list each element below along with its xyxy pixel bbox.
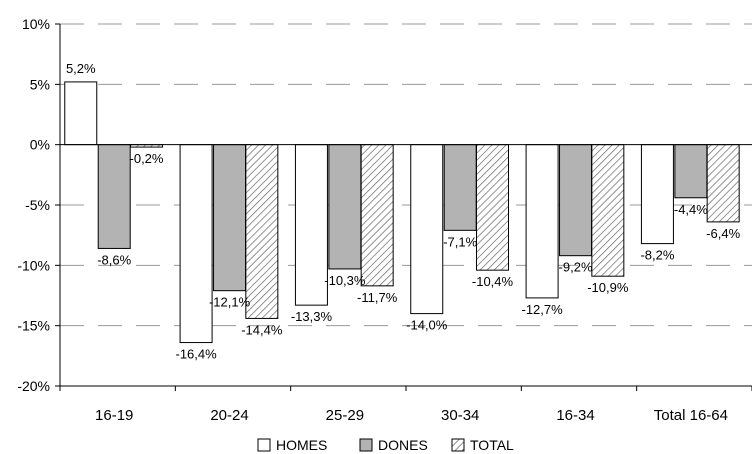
data-label: -7,1%: [443, 234, 477, 249]
bar-dones: [443, 144, 477, 231]
data-label: -14,4%: [241, 322, 283, 337]
data-label: -13,3%: [291, 309, 333, 324]
bar-dones: [328, 144, 362, 270]
x-category-label: 20-24: [210, 407, 248, 424]
data-labels: 5,2% -16,4% -13,3% -14,0% -12,7% -8,2% -8,6% -1…: [66, 61, 741, 362]
y-tick-label: -10%: [17, 257, 50, 273]
data-label: -8,6%: [97, 252, 131, 267]
y-tick-label: 0%: [30, 137, 50, 153]
bar-dones: [559, 144, 593, 257]
data-label: -4,4%: [674, 202, 708, 217]
gridlines: [60, 23, 752, 327]
x-category-label: 25-29: [326, 407, 364, 424]
bar-total: [591, 144, 625, 277]
bar-homes: [64, 81, 98, 146]
data-label: -10,3%: [324, 273, 366, 288]
bar-total: [706, 144, 740, 223]
data-label: -12,1%: [209, 295, 251, 310]
data-label: -8,2%: [640, 248, 674, 263]
y-tick-label: -20%: [17, 378, 50, 394]
bar-total: [476, 144, 509, 271]
bar-homes: [525, 144, 559, 299]
data-label: -0,2%: [130, 151, 164, 166]
bar-homes: [294, 144, 328, 306]
bar-dones: [674, 144, 708, 199]
legend-label-homes: HOMES: [276, 437, 327, 453]
y-tick-label: 10%: [22, 16, 50, 32]
x-category-label: 30-34: [441, 407, 479, 424]
data-label: -16,4%: [175, 347, 217, 362]
x-category-label: 16-34: [556, 407, 594, 424]
legend-label-total: TOTAL: [470, 437, 514, 453]
legend-swatch-total: [451, 438, 465, 452]
y-tick-label: -15%: [17, 318, 50, 334]
axes: 10% 5% 0% -5% -10% -15% -20% 16-19 20-24 25-29 30-…: [17, 16, 752, 424]
bar-dones: [97, 144, 131, 249]
data-label: -14,0%: [406, 318, 448, 333]
legend-label-dones: DONES: [378, 437, 428, 453]
bar-total: [245, 144, 279, 319]
y-tick-label: -5%: [25, 197, 50, 213]
data-label: 5,2%: [66, 61, 96, 76]
data-label: -11,7%: [357, 290, 398, 305]
data-label: -9,2%: [559, 260, 593, 275]
bar-homes: [640, 144, 674, 245]
bar-homes: [179, 144, 213, 344]
x-category-label: Total 16-64: [654, 407, 728, 424]
data-label: -10,4%: [472, 274, 514, 289]
bars: [64, 81, 740, 344]
y-tick-label: 5%: [30, 76, 50, 92]
bar-homes: [410, 144, 444, 315]
legend: HOMES DONES TOTAL: [257, 437, 514, 453]
data-label: -12,7%: [521, 302, 563, 317]
data-label: -6,4%: [706, 226, 740, 241]
x-category-label: 16-19: [95, 407, 133, 424]
bar-total: [360, 144, 394, 287]
bar-dones: [213, 144, 247, 292]
data-label: -10,9%: [587, 280, 629, 295]
legend-swatch-dones: [359, 438, 373, 452]
legend-swatch-homes: [257, 438, 271, 452]
